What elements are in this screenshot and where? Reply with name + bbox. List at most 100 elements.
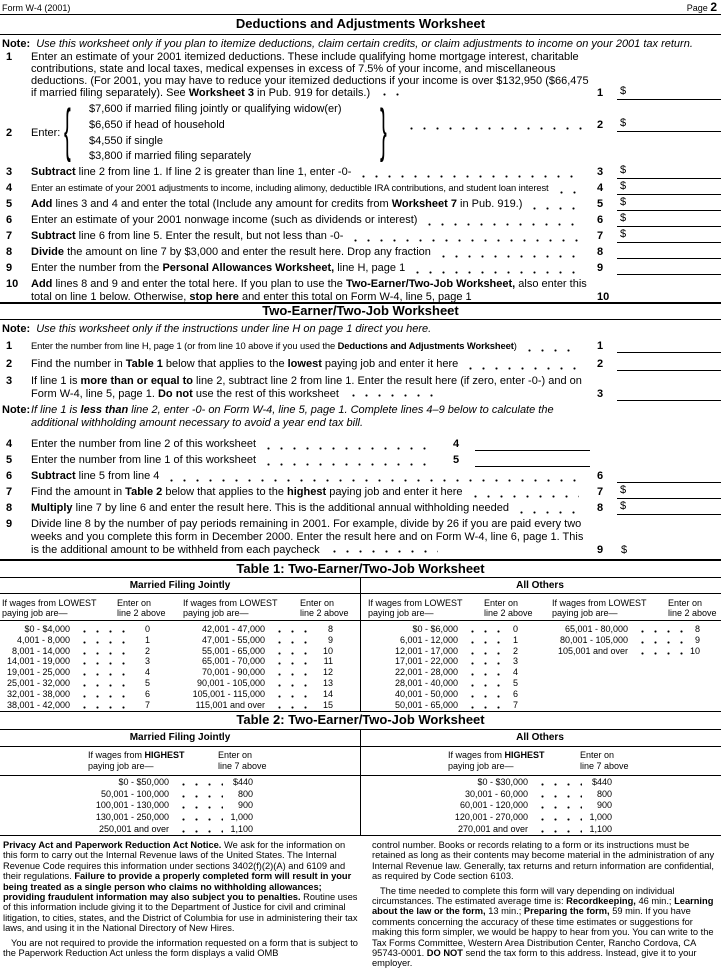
bold-text: Deductions and Adjustments Worksheet [337,340,514,351]
dot-leader [536,823,582,833]
dot-leader [262,457,434,466]
dot-leader [466,645,502,655]
text: line 2, subtract line 2 from line 1. Ent… [31,375,582,400]
dot-leader [327,544,438,553]
dot-leader [636,624,684,633]
withholding-amount: 1,000 [230,812,253,823]
wage-range: 32,001 - 38,000 [6,688,70,699]
line-number: 3 [6,375,13,387]
dollar-sign: $ [621,544,628,556]
right-brace-icon: } [380,98,387,163]
dollar-sign: $ [620,500,627,512]
answer-line [475,466,590,467]
answer-line [617,194,721,195]
line-text: Divide the amount on line 7 by $3,000 an… [31,246,585,258]
line-ref-number: 6 [597,470,604,482]
bold-text: Worksheet 7 [391,198,457,210]
wage-range: 19,001 - 25,000 [6,667,70,678]
text: line 5 from line 4 [75,470,160,482]
bold-text: Subtract [31,230,76,242]
column-header-enter: line 2 above [484,608,533,618]
dot-leader [466,688,502,698]
line-number: 6 [6,470,13,482]
wage-range: 120,001 - 270,000 [454,812,528,823]
withholding-amount: 900 [237,800,253,811]
line-text: Enter an estimate of your 2001 nonwage i… [31,214,585,226]
text: Subtract line 5 from line 4 [31,470,159,482]
dot-leader [411,265,579,274]
wage-range: 270,001 and over [457,823,528,834]
withholding-amount: 800 [596,788,612,799]
bold-text: Privacy Act and Paperwork Reduction Act … [3,840,222,850]
dot-leader [536,788,582,798]
text: line 6 from line 5. Enter the result, bu… [75,230,344,242]
allowance-value: 5 [144,678,150,688]
dollar-sign: $ [620,212,627,224]
privacy-notice-right: control number. Books or records relatin… [372,840,720,969]
text: paying job and enter it here [321,358,459,370]
answer-line [617,242,721,243]
notice-paragraph: The time needed to complete this form wi… [372,886,720,969]
column-header-wages: paying job are— [88,761,154,771]
line-ref-number: 6 [597,214,604,226]
answer-line [617,178,721,179]
wage-range: $0 - $30,000 [477,777,528,787]
bold-text: Two-Earner/Two-Job Worksheet, [345,278,516,290]
wage-range: 115,001 and over [195,699,265,710]
wage-range: 100,001 - 130,000 [95,800,169,811]
wage-range: 50,001 - 65,000 [394,699,458,710]
note-text: Use this worksheet only if you plan to i… [36,38,693,50]
text: lines 3 and 4 and enter the total (Inclu… [52,198,392,210]
bold-text: lowest [287,358,322,370]
dot-leader [466,656,502,666]
dot-leader [78,656,134,666]
note-text: Use this worksheet only if the instructi… [36,323,432,335]
allowance-value: 1 [144,634,150,645]
dot-leader [405,121,585,130]
column-header-enter: line 2 above [300,608,349,618]
text: below that applies to the [162,358,288,370]
note-label: Note: [2,404,31,416]
column-header-enter: line 7 above [218,761,267,771]
allowance-value: 6 [512,688,518,699]
dot-leader [273,656,317,666]
line-ref-number: 8 [597,502,604,514]
dot-leader [78,678,134,687]
line-number: 4 [6,438,13,450]
text: Add lines 3 and 4 and enter the total (I… [31,198,522,210]
answer-line [475,450,590,451]
line-number: 7 [6,230,13,242]
text: Enter the number from line H, page 1 (or… [31,340,517,352]
wage-range: 65,001 - 80,000 [564,624,628,634]
allowance-value: 7 [512,699,518,710]
text: line 2, enter -0- on Form W-4, line 5, p… [31,404,554,429]
text: Multiply line 7 by line 6 and enter the … [31,502,509,514]
answer-line [617,352,721,353]
text: If wages from [88,750,145,760]
wage-range: 6,001 - 12,000 [399,634,458,645]
allowance-value: 0 [144,624,150,634]
line-number: 2 [6,358,13,370]
line-number: 4 [6,182,13,194]
page-num: 2 [710,0,717,14]
bold-text: stop here [189,291,239,303]
dot-leader [273,667,317,677]
dot-leader [515,505,579,514]
dot-leader [466,667,502,677]
column-header-wages: If wages from LOWEST [368,598,463,608]
line-text: Subtract line 2 from line 1. If line 2 i… [31,166,585,178]
column-divider [360,730,361,835]
bold-text: Multiply [31,502,73,514]
wage-range: 25,001 - 32,000 [6,678,70,688]
answer-line [617,210,721,211]
allowance-value: 15 [322,699,333,710]
divider [0,302,721,304]
text: line 7 by line 6 and enter the result he… [72,502,509,514]
line-text: Divide line 8 by the number of pay perio… [31,518,591,557]
allowance-value: 0 [512,624,518,634]
text: and enter this total on Form W-4, line 5… [238,291,472,303]
form-id: Form W-4 (2001) [2,3,71,13]
column-header-wages: If wages from LOWEST [552,598,647,608]
allowance-value: 7 [144,699,150,710]
line-text: Add lines 8 and 9 and enter the total he… [31,278,591,304]
